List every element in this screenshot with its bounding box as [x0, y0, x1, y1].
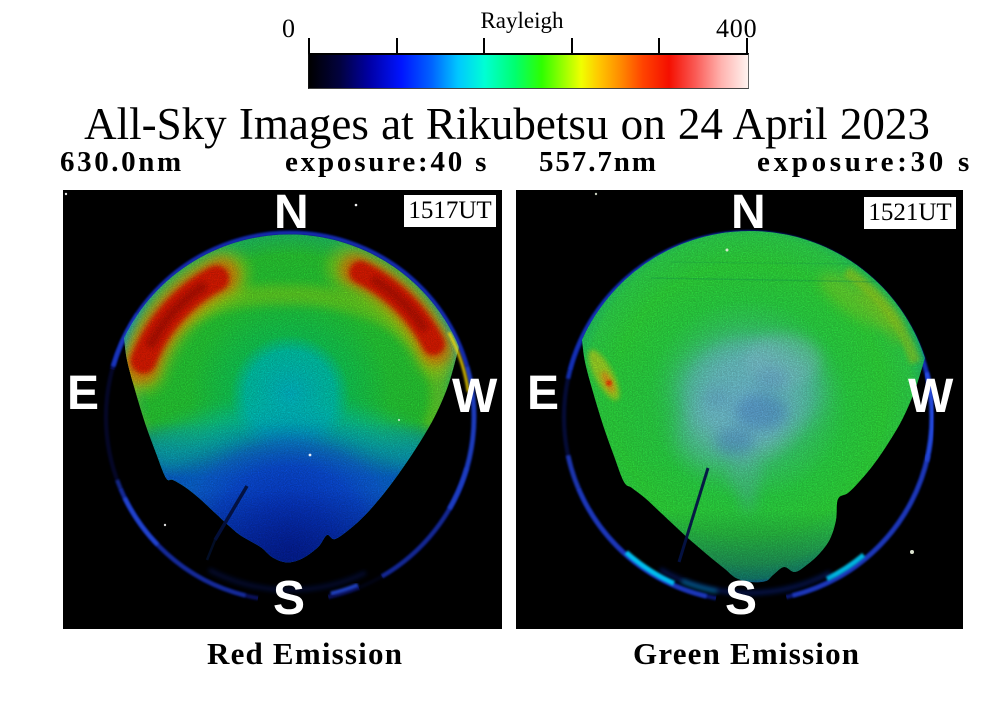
shadow-slit	[213, 485, 249, 541]
colorbar-tick	[658, 38, 661, 54]
figure-title: All-Sky Images at Rikubetsu on 24 April …	[84, 99, 930, 149]
caption-red-emission: Red Emission	[207, 636, 404, 671]
direction-south: S	[725, 572, 758, 625]
direction-north: N	[731, 186, 766, 239]
colorbar-tick	[395, 38, 398, 54]
allsky-image-red	[64, 192, 477, 606]
exposure-label-green: exposure:30 s	[757, 146, 973, 178]
stars	[594, 192, 914, 554]
panel-red-emission: 1517UT N E W S	[63, 186, 502, 629]
exposure-label-red: exposure:40 s	[285, 146, 490, 178]
direction-south: S	[273, 572, 306, 625]
direction-east: E	[67, 367, 100, 420]
direction-east: E	[527, 367, 560, 420]
caption-green-emission: Green Emission	[633, 636, 861, 671]
allsky-disk-red	[64, 192, 477, 606]
direction-west: W	[452, 370, 498, 423]
time-label-green: 1521UT	[864, 197, 956, 229]
colorbar-gradient	[308, 53, 749, 89]
colorbar-min-label: 0	[282, 14, 295, 43]
colorbar-tick	[570, 38, 573, 54]
direction-north: N	[274, 186, 309, 239]
shadow-slit	[677, 467, 710, 563]
time-label-red: 1517UT	[404, 195, 496, 227]
colorbar-tick	[483, 38, 486, 54]
stars	[64, 192, 401, 527]
wavelength-label-green: 557.7nm	[539, 146, 658, 178]
colorbar-tick	[308, 38, 310, 54]
allsky-image-green	[559, 192, 935, 606]
direction-west: W	[908, 370, 954, 423]
colorbar-title: Rayleigh	[480, 8, 564, 33]
horizon-band-inner	[659, 567, 832, 595]
colorbar-max-label: 400	[716, 14, 758, 43]
colorbar-tick	[746, 38, 748, 54]
horizon-band-inner	[207, 567, 367, 592]
panel-green-emission: 1521UT N E W S	[516, 186, 963, 629]
colorbar-ticks	[308, 38, 748, 54]
wavelength-label-red: 630.0nm	[60, 146, 184, 178]
allsky-disk-green	[559, 192, 935, 606]
